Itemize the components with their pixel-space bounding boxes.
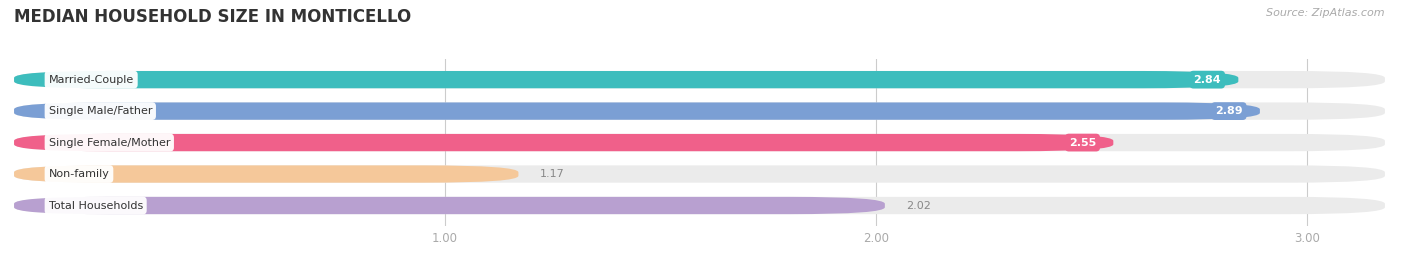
Text: 2.55: 2.55	[1069, 137, 1097, 148]
Text: MEDIAN HOUSEHOLD SIZE IN MONTICELLO: MEDIAN HOUSEHOLD SIZE IN MONTICELLO	[14, 8, 412, 26]
Text: Single Male/Father: Single Male/Father	[49, 106, 152, 116]
FancyBboxPatch shape	[14, 197, 1385, 214]
Text: 2.89: 2.89	[1215, 106, 1243, 116]
FancyBboxPatch shape	[14, 102, 1385, 120]
FancyBboxPatch shape	[14, 102, 1260, 120]
Text: 2.02: 2.02	[907, 200, 931, 211]
FancyBboxPatch shape	[14, 134, 1385, 151]
Text: Source: ZipAtlas.com: Source: ZipAtlas.com	[1267, 8, 1385, 18]
FancyBboxPatch shape	[14, 134, 1114, 151]
FancyBboxPatch shape	[14, 71, 1239, 88]
Text: 1.17: 1.17	[540, 169, 565, 179]
FancyBboxPatch shape	[14, 165, 1385, 183]
Text: Married-Couple: Married-Couple	[49, 75, 134, 85]
FancyBboxPatch shape	[14, 165, 519, 183]
Text: Non-family: Non-family	[49, 169, 110, 179]
FancyBboxPatch shape	[14, 71, 1385, 88]
Text: Total Households: Total Households	[49, 200, 143, 211]
Text: Single Female/Mother: Single Female/Mother	[49, 137, 170, 148]
Text: 2.84: 2.84	[1194, 75, 1220, 85]
FancyBboxPatch shape	[14, 197, 884, 214]
